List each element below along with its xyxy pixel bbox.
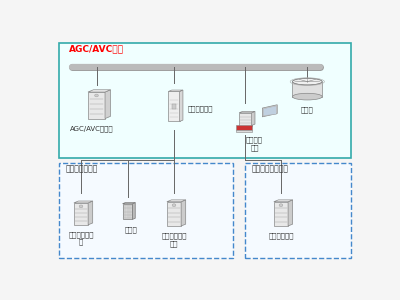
Polygon shape bbox=[167, 202, 181, 226]
Bar bbox=[236, 130, 252, 132]
Polygon shape bbox=[274, 202, 288, 226]
Polygon shape bbox=[88, 201, 93, 225]
Bar bbox=[59, 43, 351, 158]
Bar bbox=[292, 82, 322, 97]
Polygon shape bbox=[263, 106, 276, 116]
Circle shape bbox=[95, 94, 98, 97]
Text: 调度控制系统: 调度控制系统 bbox=[268, 232, 294, 239]
Bar bbox=[172, 104, 176, 109]
Polygon shape bbox=[88, 90, 110, 92]
Text: 操作员工
作站: 操作员工 作站 bbox=[246, 136, 263, 151]
Polygon shape bbox=[239, 113, 252, 125]
Bar bbox=[245, 163, 351, 258]
Polygon shape bbox=[74, 201, 93, 203]
Polygon shape bbox=[262, 105, 277, 117]
Text: AGC/AVC服务器: AGC/AVC服务器 bbox=[70, 125, 114, 131]
Text: AGC/AVC系统: AGC/AVC系统 bbox=[69, 44, 124, 53]
Polygon shape bbox=[288, 200, 293, 226]
Text: 光力率预测系
统: 光力率预测系 统 bbox=[68, 231, 94, 245]
Polygon shape bbox=[274, 200, 293, 202]
Text: 光伏电站监控
系统: 光伏电站监控 系统 bbox=[161, 233, 187, 247]
Circle shape bbox=[79, 205, 83, 208]
Text: 防火墙: 防火墙 bbox=[125, 226, 138, 233]
Polygon shape bbox=[105, 90, 110, 119]
Polygon shape bbox=[74, 203, 88, 225]
Text: 规约转换装置: 规约转换装置 bbox=[188, 105, 214, 112]
Text: 光伏电站通讯室: 光伏电站通讯室 bbox=[66, 164, 98, 173]
Polygon shape bbox=[122, 202, 135, 204]
Bar bbox=[236, 124, 252, 130]
Bar bbox=[59, 163, 233, 258]
Circle shape bbox=[279, 204, 283, 207]
Polygon shape bbox=[252, 111, 255, 125]
Ellipse shape bbox=[292, 78, 322, 85]
Polygon shape bbox=[168, 92, 180, 122]
Polygon shape bbox=[122, 204, 132, 219]
Text: 交换机: 交换机 bbox=[301, 106, 314, 113]
Polygon shape bbox=[239, 111, 255, 113]
Polygon shape bbox=[180, 90, 183, 122]
Polygon shape bbox=[168, 90, 183, 92]
Polygon shape bbox=[88, 92, 105, 118]
Polygon shape bbox=[132, 202, 135, 219]
Ellipse shape bbox=[292, 93, 322, 100]
Polygon shape bbox=[181, 200, 186, 226]
Circle shape bbox=[172, 204, 176, 207]
Polygon shape bbox=[167, 200, 186, 202]
Text: 电网调度中心专网: 电网调度中心专网 bbox=[252, 164, 288, 173]
